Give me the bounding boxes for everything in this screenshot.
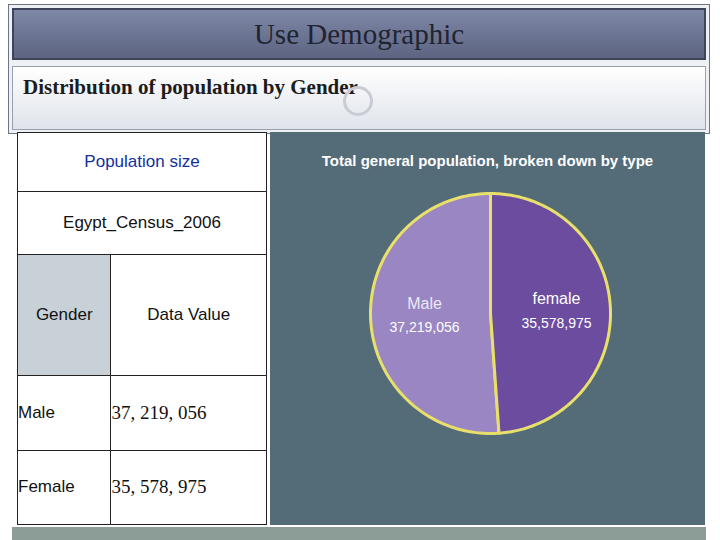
svg-text:female: female bbox=[532, 290, 580, 307]
html-text:Distribution of population by: Distribution of population by Gender bbox=[23, 75, 358, 99]
html-text:Egypt_Census_2006: Egypt_Census_2006 bbox=[63, 213, 221, 232]
svg-text:Male: Male bbox=[407, 295, 442, 312]
svg-text:35,578,975: 35,578,975 bbox=[521, 315, 591, 331]
svg-text:37,219,056: 37,219,056 bbox=[390, 319, 460, 335]
html-text:Male: Male bbox=[18, 402, 55, 422]
html-text:37, 219, 056: 37, 219, 056 bbox=[111, 401, 207, 423]
html-text:Use Demographic: Use Demographic bbox=[253, 17, 465, 50]
html-text:Female: Female bbox=[18, 477, 75, 497]
html-text:Gender: Gender bbox=[35, 305, 93, 324]
html-text:Data Value: Data Value bbox=[147, 305, 231, 324]
html-text:35, 578, 975: 35, 578, 975 bbox=[111, 476, 207, 498]
html-text:Total general population, brok: Total general population, broken down by… bbox=[321, 152, 654, 169]
html-text:Population size: Population size bbox=[84, 152, 200, 171]
